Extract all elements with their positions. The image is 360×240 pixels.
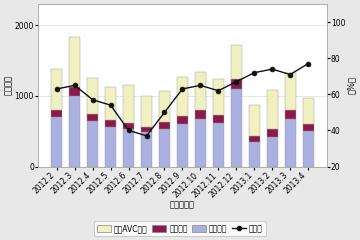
- Bar: [141, 127, 152, 132]
- Bar: [87, 114, 98, 121]
- Bar: [231, 79, 242, 89]
- Bar: [231, 45, 242, 79]
- Bar: [51, 110, 62, 117]
- Bar: [284, 110, 296, 119]
- Bar: [249, 136, 260, 142]
- Y-axis label: （億円）: （億円）: [4, 75, 13, 95]
- Bar: [69, 87, 80, 96]
- Bar: [213, 115, 224, 123]
- Bar: [177, 124, 188, 167]
- Bar: [302, 124, 314, 131]
- Bar: [213, 123, 224, 167]
- Bar: [159, 122, 170, 129]
- Bar: [105, 120, 116, 127]
- Bar: [87, 78, 98, 114]
- Bar: [195, 110, 206, 119]
- Bar: [302, 98, 314, 124]
- Bar: [231, 89, 242, 167]
- Bar: [195, 119, 206, 167]
- Bar: [195, 72, 206, 110]
- Bar: [105, 127, 116, 167]
- Bar: [159, 129, 170, 167]
- Bar: [302, 131, 314, 167]
- Bar: [267, 129, 278, 137]
- Bar: [284, 73, 296, 110]
- Bar: [267, 90, 278, 129]
- Bar: [141, 96, 152, 127]
- Bar: [51, 69, 62, 110]
- Bar: [249, 142, 260, 167]
- Bar: [249, 105, 260, 136]
- Bar: [123, 123, 134, 129]
- Bar: [51, 117, 62, 167]
- Legend: カーAVC機器, 音声機器, 映像機器, 前年比: カーAVC機器, 音声機器, 映像機器, 前年比: [94, 221, 266, 236]
- Bar: [69, 37, 80, 87]
- Bar: [123, 85, 134, 123]
- Bar: [267, 137, 278, 167]
- Bar: [284, 119, 296, 167]
- Y-axis label: （%）: （%）: [347, 76, 356, 94]
- Bar: [69, 96, 80, 167]
- X-axis label: （年・月）: （年・月）: [170, 200, 195, 210]
- Bar: [87, 121, 98, 167]
- Bar: [105, 87, 116, 120]
- Bar: [177, 77, 188, 116]
- Bar: [141, 132, 152, 167]
- Bar: [123, 129, 134, 167]
- Bar: [177, 116, 188, 124]
- Bar: [213, 79, 224, 115]
- Bar: [159, 91, 170, 122]
